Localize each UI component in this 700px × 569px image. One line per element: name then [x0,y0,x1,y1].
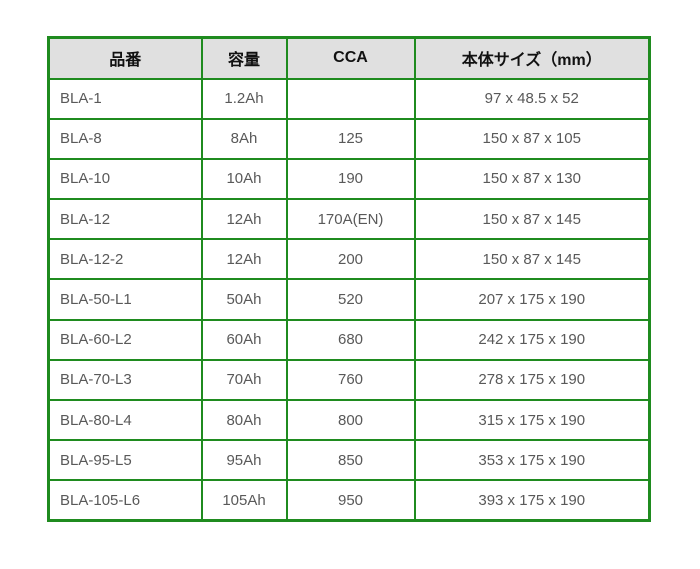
table-row: BLA-10 10Ah 190 150 x 87 x 130 [47,157,651,201]
cell-cca: 125 [285,117,416,160]
table-row: BLA-70-L3 70Ah 760 278 x 175 x 190 [47,358,651,402]
cell-part-number: BLA-50-L1 [47,278,203,321]
cell-capacity: 60Ah [200,318,288,361]
cell-capacity: 80Ah [200,398,288,442]
cell-capacity: 8Ah [200,117,288,160]
table-header: 品番 容量 CCA 本体サイズ（mm） [47,36,651,80]
table-body: BLA-1 1.2Ah 97 x 48.5 x 52 BLA-8 8Ah 125 150 x… [47,77,651,522]
cell-body-size: 242 x 175 x 190 [413,318,651,361]
cell-body-size: 97 x 48.5 x 52 [413,77,651,120]
table-row: BLA-95-L5 95Ah 850 353 x 175 x 190 [47,439,651,482]
table-row: BLA-8 8Ah 125 150 x 87 x 105 [47,117,651,160]
cell-capacity: 70Ah [200,358,288,402]
cell-part-number: BLA-12 [47,198,203,241]
cell-part-number: BLA-10 [47,157,203,201]
table-row: BLA-105-L6 105Ah 950 393 x 175 x 190 [47,479,651,522]
cell-body-size: 150 x 87 x 105 [413,117,651,160]
cell-body-size: 207 x 175 x 190 [413,278,651,321]
battery-spec-table: 品番 容量 CCA 本体サイズ（mm） BLA-1 1.2Ah 97 x 48.5 … [47,36,651,523]
cell-cca: 520 [285,278,416,321]
cell-capacity: 105Ah [200,479,288,522]
cell-body-size: 353 x 175 x 190 [413,439,651,482]
table-row: BLA-50-L1 50Ah 520 207 x 175 x 190 [47,278,651,321]
cell-body-size: 393 x 175 x 190 [413,479,651,522]
table-row: BLA-12-2 12Ah 200 150 x 87 x 145 [47,238,651,281]
cell-capacity: 10Ah [200,157,288,201]
cell-body-size: 150 x 87 x 145 [413,198,651,241]
column-header-body-size: 本体サイズ（mm） [413,36,651,80]
cell-part-number: BLA-1 [47,77,203,120]
cell-body-size: 278 x 175 x 190 [413,358,651,402]
cell-part-number: BLA-60-L2 [47,318,203,361]
cell-capacity: 50Ah [200,278,288,321]
table-row: BLA-12 12Ah 170A(EN) 150 x 87 x 145 [47,198,651,241]
cell-capacity: 95Ah [200,439,288,482]
cell-body-size: 315 x 175 x 190 [413,398,651,442]
table-row: BLA-80-L4 80Ah 800 315 x 175 x 190 [47,398,651,442]
cell-capacity: 1.2Ah [200,77,288,120]
cell-cca: 950 [285,479,416,522]
cell-part-number: BLA-80-L4 [47,398,203,442]
cell-part-number: BLA-105-L6 [47,479,203,522]
cell-cca: 680 [285,318,416,361]
cell-capacity: 12Ah [200,198,288,241]
cell-part-number: BLA-8 [47,117,203,160]
cell-body-size: 150 x 87 x 145 [413,238,651,281]
cell-cca: 760 [285,358,416,402]
cell-cca: 850 [285,439,416,482]
column-header-cca: CCA [285,36,416,80]
cell-cca: 170A(EN) [285,198,416,241]
cell-capacity: 12Ah [200,238,288,281]
cell-cca: 800 [285,398,416,442]
cell-part-number: BLA-95-L5 [47,439,203,482]
header-row: 品番 容量 CCA 本体サイズ（mm） [47,36,651,80]
cell-cca: 200 [285,238,416,281]
table-row: BLA-60-L2 60Ah 680 242 x 175 x 190 [47,318,651,361]
column-header-part-number: 品番 [47,36,203,80]
cell-cca [285,77,416,120]
column-header-capacity: 容量 [200,36,288,80]
table-row: BLA-1 1.2Ah 97 x 48.5 x 52 [47,77,651,120]
cell-cca: 190 [285,157,416,201]
cell-part-number: BLA-70-L3 [47,358,203,402]
cell-part-number: BLA-12-2 [47,238,203,281]
cell-body-size: 150 x 87 x 130 [413,157,651,201]
